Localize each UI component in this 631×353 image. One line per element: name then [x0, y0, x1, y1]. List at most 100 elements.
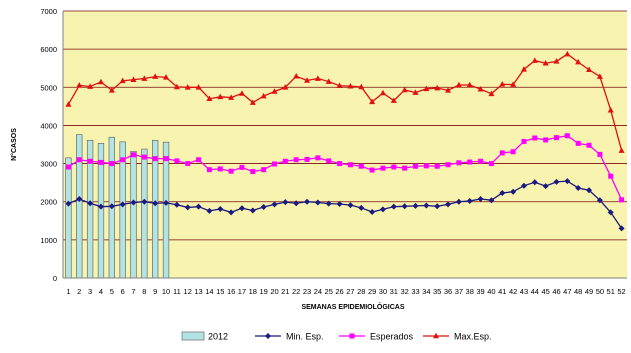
point-max-esp--week-16	[228, 94, 235, 100]
point-min-esp--week-11	[173, 201, 180, 208]
point-esperados-week-24	[315, 155, 321, 161]
point-max-esp--week-34	[423, 85, 430, 92]
point-esperados-week-36	[445, 162, 451, 168]
point-esperados-week-14	[206, 167, 212, 173]
point-esperados-week-37	[456, 160, 462, 166]
point-esperados-week-34	[423, 163, 429, 169]
point-min-esp--week-23	[304, 198, 311, 205]
x-tick-label: 41	[498, 287, 506, 296]
point-esperados-week-28	[358, 163, 364, 169]
x-tick-label: 7	[131, 287, 135, 296]
x-tick-label: 19	[259, 287, 267, 296]
point-esperados-week-32	[402, 165, 408, 171]
point-esperados-week-18	[250, 169, 256, 175]
x-tick-label: 17	[238, 287, 246, 296]
x-tick-label: 30	[379, 287, 387, 296]
point-max-esp--week-52	[618, 147, 625, 153]
point-esperados-week-40	[488, 161, 494, 167]
point-esperados-week-35	[434, 163, 440, 169]
point-min-esp--week-35	[434, 203, 441, 210]
point-min-esp--week-32	[401, 203, 408, 210]
point-esperados-week-49	[586, 142, 592, 148]
point-max-esp--week-21	[282, 84, 289, 90]
x-tick-label: 31	[390, 287, 398, 296]
point-min-esp--week-36	[445, 201, 452, 208]
x-tick-label: 38	[466, 287, 474, 296]
point-min-esp--week-3	[87, 200, 94, 207]
point-esperados-week-30	[380, 165, 386, 171]
point-esperados-week-27	[347, 162, 353, 168]
point-esperados-week-52	[619, 197, 625, 203]
point-max-esp--week-17	[238, 90, 245, 96]
point-min-esp--week-30	[379, 206, 386, 213]
point-esperados-week-16	[228, 168, 234, 174]
series-line-min-esp-	[68, 180, 623, 229]
point-esperados-week-23	[304, 156, 310, 162]
x-tick-label: 40	[487, 287, 495, 296]
x-tick-label: 35	[433, 287, 441, 296]
point-min-esp--week-12	[184, 204, 191, 211]
point-max-esp--week-49	[586, 66, 593, 73]
point-min-esp--week-39	[477, 196, 484, 203]
point-esperados-week-1	[65, 164, 71, 170]
point-max-esp--week-23	[304, 77, 311, 83]
point-max-esp--week-11	[173, 83, 180, 90]
point-max-esp--week-31	[390, 97, 397, 103]
x-tick-label: 20	[270, 287, 278, 296]
point-min-esp--week-14	[206, 207, 213, 214]
point-min-esp--week-38	[466, 197, 473, 204]
point-min-esp--week-9	[152, 200, 159, 207]
point-max-esp--week-26	[336, 82, 343, 89]
point-min-esp--week-28	[358, 204, 365, 211]
x-tick-label: 33	[411, 287, 419, 296]
x-tick-label: 4	[99, 287, 103, 296]
point-esperados-week-5	[109, 161, 115, 167]
x-tick-label: 1	[66, 287, 70, 296]
point-min-esp--week-29	[369, 209, 376, 216]
point-esperados-week-13	[196, 157, 202, 163]
point-max-esp--week-38	[466, 81, 473, 88]
point-min-esp--week-17	[238, 205, 245, 212]
point-esperados-week-51	[608, 173, 614, 179]
point-min-esp--week-43	[520, 182, 527, 189]
x-tick-label: 42	[509, 287, 517, 296]
point-esperados-week-8	[141, 154, 147, 160]
point-max-esp--week-7	[130, 76, 137, 82]
point-max-esp--week-2	[76, 82, 83, 88]
point-esperados-week-3	[87, 158, 93, 164]
y-tick-label: 2000	[40, 198, 57, 207]
point-esperados-week-15	[217, 166, 223, 172]
point-esperados-week-9	[152, 156, 158, 162]
point-max-esp--week-30	[379, 89, 386, 96]
point-min-esp--week-6	[119, 201, 126, 208]
point-max-esp--week-1	[65, 101, 72, 107]
point-esperados-week-41	[499, 150, 505, 156]
point-max-esp--week-48	[575, 58, 582, 65]
point-max-esp--week-4	[97, 78, 104, 85]
point-esperados-week-20	[272, 161, 277, 167]
point-min-esp--week-10	[163, 199, 170, 206]
point-max-esp--week-40	[488, 90, 495, 97]
bar-2012-week-2	[76, 134, 83, 279]
point-max-esp--week-47	[564, 50, 571, 57]
point-max-esp--week-14	[206, 95, 213, 102]
point-esperados-week-22	[293, 157, 299, 163]
x-tick-label: 52	[617, 287, 625, 296]
x-tick-label: 23	[303, 287, 311, 296]
legend-label: Esperados	[370, 332, 414, 342]
point-min-esp--week-13	[195, 203, 202, 210]
legend-marker-triangle	[433, 332, 439, 339]
x-tick-label: 47	[563, 287, 571, 296]
point-max-esp--week-45	[542, 60, 549, 66]
point-max-esp--week-50	[596, 73, 603, 79]
x-tick-label: 34	[422, 287, 430, 296]
x-tick-label: 12	[184, 287, 192, 296]
y-tick-label: 1000	[40, 236, 57, 245]
series-line-esperados	[68, 135, 623, 201]
point-max-esp--week-13	[195, 84, 202, 90]
point-min-esp--week-25	[325, 200, 332, 207]
point-min-esp--week-24	[314, 199, 321, 206]
point-min-esp--week-16	[228, 209, 235, 216]
